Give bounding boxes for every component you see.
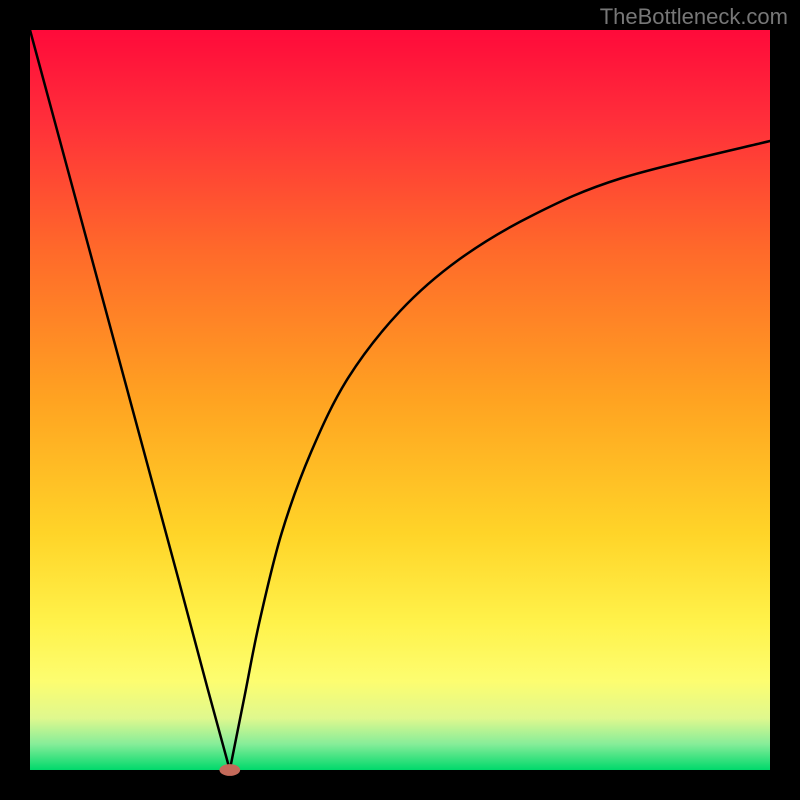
plot-background <box>30 30 770 770</box>
bottleneck-chart <box>0 0 800 800</box>
watermark-text: TheBottleneck.com <box>600 4 788 30</box>
minimum-marker <box>219 764 240 776</box>
chart-container: TheBottleneck.com <box>0 0 800 800</box>
